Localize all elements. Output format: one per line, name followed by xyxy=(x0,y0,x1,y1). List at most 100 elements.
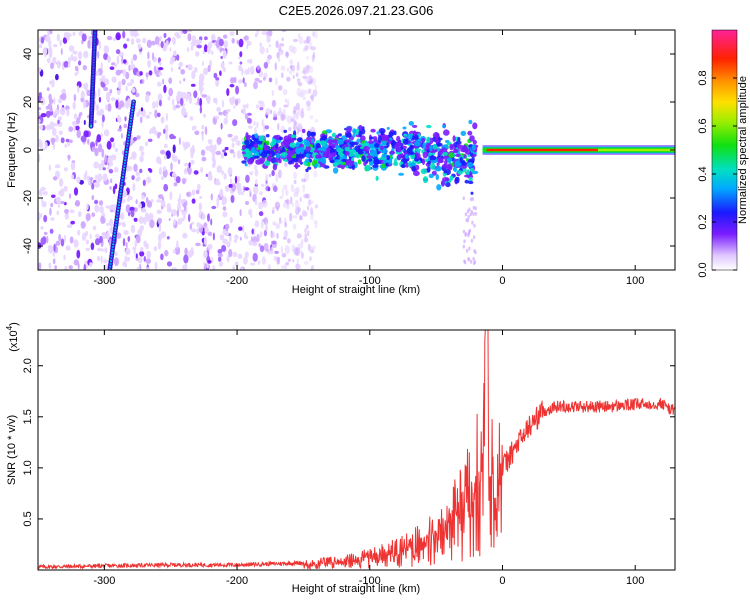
noise-blob xyxy=(262,199,268,208)
noise-blob xyxy=(104,264,109,270)
noise-blob xyxy=(299,214,302,221)
noise-blob xyxy=(97,50,100,59)
noise-blob xyxy=(289,65,293,69)
noise-blob xyxy=(221,201,225,206)
noise-blob xyxy=(259,191,263,196)
band-blob xyxy=(400,164,406,168)
noise-blob xyxy=(146,213,150,219)
snr-series-line xyxy=(38,330,675,570)
noise-blob xyxy=(292,38,298,43)
band-blob xyxy=(290,134,297,138)
noise-blob xyxy=(227,133,233,138)
band-blob xyxy=(412,124,418,128)
steep-line-core xyxy=(90,124,93,128)
colorbar-tick-label: 0.6 xyxy=(697,118,709,133)
noise-blob xyxy=(106,222,110,226)
noise-blob xyxy=(38,153,41,163)
noise-blob xyxy=(127,98,131,106)
band-blob xyxy=(363,160,367,167)
noise-blob xyxy=(157,81,162,87)
noise-blob xyxy=(238,56,241,60)
noise-blob xyxy=(242,185,246,193)
noise-blob xyxy=(212,159,217,167)
noise-blob xyxy=(177,202,182,212)
band-blob xyxy=(391,141,396,145)
band-blob xyxy=(295,154,301,158)
x-tick-label: 0 xyxy=(499,575,505,587)
noise-blob xyxy=(181,209,184,216)
noise-blob xyxy=(222,67,226,72)
noise-blob xyxy=(152,101,156,109)
noise-blob xyxy=(125,85,128,92)
noise-blob xyxy=(220,55,223,60)
noise-blob xyxy=(98,40,102,50)
noise-blob xyxy=(53,110,56,117)
noise-blob xyxy=(196,39,203,44)
noise-blob xyxy=(272,221,277,226)
band-blob xyxy=(428,173,434,179)
tail-blob xyxy=(464,212,468,217)
noise-blob xyxy=(193,125,197,130)
noise-blob xyxy=(42,47,48,55)
noise-blob xyxy=(58,233,62,242)
noise-blob xyxy=(306,36,309,45)
noise-blob xyxy=(235,85,240,95)
noise-blob xyxy=(56,210,60,216)
noise-blob xyxy=(275,77,278,86)
noise-blob xyxy=(303,40,308,44)
noise-blob xyxy=(135,38,141,44)
noise-blob xyxy=(263,61,269,69)
noise-blob xyxy=(221,170,224,175)
noise-blob xyxy=(68,126,74,132)
noise-blob xyxy=(311,54,315,63)
noise-blob xyxy=(187,250,193,258)
band-blob xyxy=(305,145,311,152)
noise-blob xyxy=(58,130,63,135)
noise-blob xyxy=(295,102,300,111)
band-blob xyxy=(280,152,288,157)
noise-blob xyxy=(195,51,200,57)
noise-blob xyxy=(81,232,87,241)
noise-blob xyxy=(80,91,86,99)
noise-blob xyxy=(131,58,133,67)
band-blob xyxy=(413,170,420,177)
band-blob xyxy=(472,122,478,130)
noise-blob xyxy=(259,42,263,48)
noise-blob xyxy=(94,181,100,188)
noise-blob xyxy=(281,188,284,197)
band-blob xyxy=(351,157,355,161)
y-tick-label: 0.5 xyxy=(22,511,34,526)
noise-blob xyxy=(96,110,103,116)
noise-blob xyxy=(281,72,284,79)
noise-blob xyxy=(218,111,223,116)
noise-blob xyxy=(234,234,239,240)
noise-blob xyxy=(101,159,105,167)
noise-blob xyxy=(64,265,68,270)
noise-blob xyxy=(264,125,270,130)
band-blob xyxy=(315,154,320,159)
noise-blob xyxy=(121,78,126,86)
noise-blob xyxy=(304,228,307,233)
noise-blob xyxy=(132,183,136,192)
spectrogram-y-axis-label: Frequency (Hz) xyxy=(6,112,18,188)
noise-blob xyxy=(72,56,78,62)
noise-blob xyxy=(229,216,233,224)
noise-blob xyxy=(163,143,168,149)
noise-blob xyxy=(279,220,283,224)
snr-y-scale-text: (x10 xyxy=(8,330,20,351)
noise-blob xyxy=(225,223,230,230)
noise-blob xyxy=(247,125,253,129)
band-blob xyxy=(370,128,376,133)
noise-blob xyxy=(115,49,121,55)
band-blob xyxy=(468,119,473,125)
noise-blob xyxy=(255,178,258,186)
noise-blob xyxy=(143,256,146,262)
noise-blob xyxy=(85,247,91,252)
tail-blob xyxy=(472,212,475,216)
band-blob xyxy=(357,148,364,152)
band-blob xyxy=(470,167,474,172)
noise-blob xyxy=(216,165,223,173)
noise-blob xyxy=(173,218,176,226)
noise-blob xyxy=(296,87,302,97)
noise-blob xyxy=(176,54,180,61)
